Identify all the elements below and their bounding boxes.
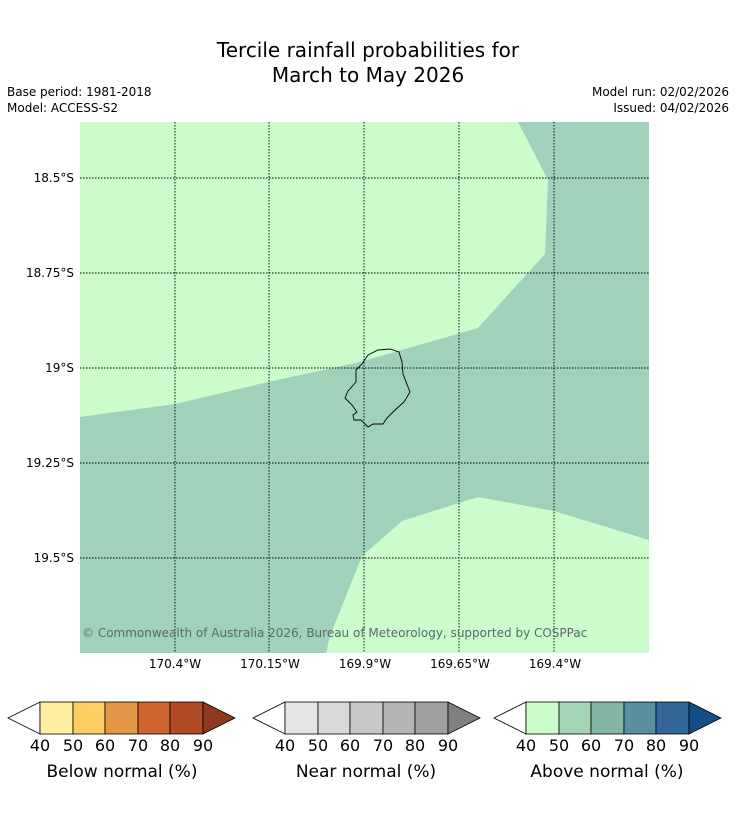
base-period: Base period: 1981-2018	[7, 85, 152, 99]
colorbar-tick: 60	[94, 736, 116, 755]
map-title: Tercile rainfall probabilities for March…	[0, 38, 736, 88]
colorbar-tick: 40	[274, 736, 296, 755]
island-coastline	[344, 348, 411, 428]
lon-label: 170.4°W	[148, 657, 202, 671]
colorbar-near	[252, 701, 481, 735]
colorbar-tick: 50	[62, 736, 84, 755]
meta-left: Base period: 1981-2018 Model: ACCESS-S2	[7, 84, 152, 116]
colorbar-tick: 50	[548, 736, 570, 755]
colorbar-tick: 90	[192, 736, 214, 755]
copyright-notice: © Commonwealth of Australia 2026, Bureau…	[82, 626, 588, 640]
map-title-line1: Tercile rainfall probabilities for	[216, 38, 520, 62]
lat-label: 18.5°S	[33, 171, 74, 185]
colorbar-below-title: Below normal (%)	[46, 762, 198, 782]
lat-label: 19°S	[45, 361, 74, 375]
lat-label: 18.75°S	[26, 266, 74, 280]
map-gridlines	[80, 122, 649, 653]
colorbar-below	[7, 701, 236, 735]
colorbar-tick: 50	[307, 736, 329, 755]
lon-label: 170.15°W	[240, 657, 300, 671]
colorbar-tick: 40	[515, 736, 537, 755]
colorbar-above	[493, 701, 722, 735]
colorbar-tick: 60	[580, 736, 602, 755]
lat-label: 19.5°S	[33, 551, 74, 565]
colorbar-tick: 90	[437, 736, 459, 755]
colorbar-tick: 90	[678, 736, 700, 755]
map-region-above-40-50-north	[80, 122, 548, 417]
lat-label: 19.25°S	[26, 456, 74, 470]
lon-label: 169.65°W	[430, 657, 490, 671]
lon-label: 169.9°W	[338, 657, 392, 671]
map-region-above-40-50-south	[326, 497, 649, 653]
colorbar-above-title: Above normal (%)	[530, 762, 684, 782]
issued-date: Issued: 04/02/2026	[613, 101, 729, 115]
lon-label: 169.4°W	[528, 657, 582, 671]
colorbar-tick: 70	[613, 736, 635, 755]
map-title-line2: March to May 2026	[271, 63, 465, 87]
colorbar-near-title: Near normal (%)	[295, 762, 437, 782]
meta-right: Model run: 02/02/2026 Issued: 04/02/2026	[592, 84, 729, 116]
model-run: Model run: 02/02/2026	[591, 85, 729, 99]
colorbar-tick: 40	[29, 736, 51, 755]
colorbar-tick: 80	[404, 736, 426, 755]
colorbar-tick: 60	[339, 736, 361, 755]
colorbar-tick: 70	[127, 736, 149, 755]
colorbar-tick: 80	[645, 736, 667, 755]
colorbar-tick: 80	[159, 736, 181, 755]
colorbar-tick: 70	[372, 736, 394, 755]
model-name: Model: ACCESS-S2	[7, 101, 119, 115]
